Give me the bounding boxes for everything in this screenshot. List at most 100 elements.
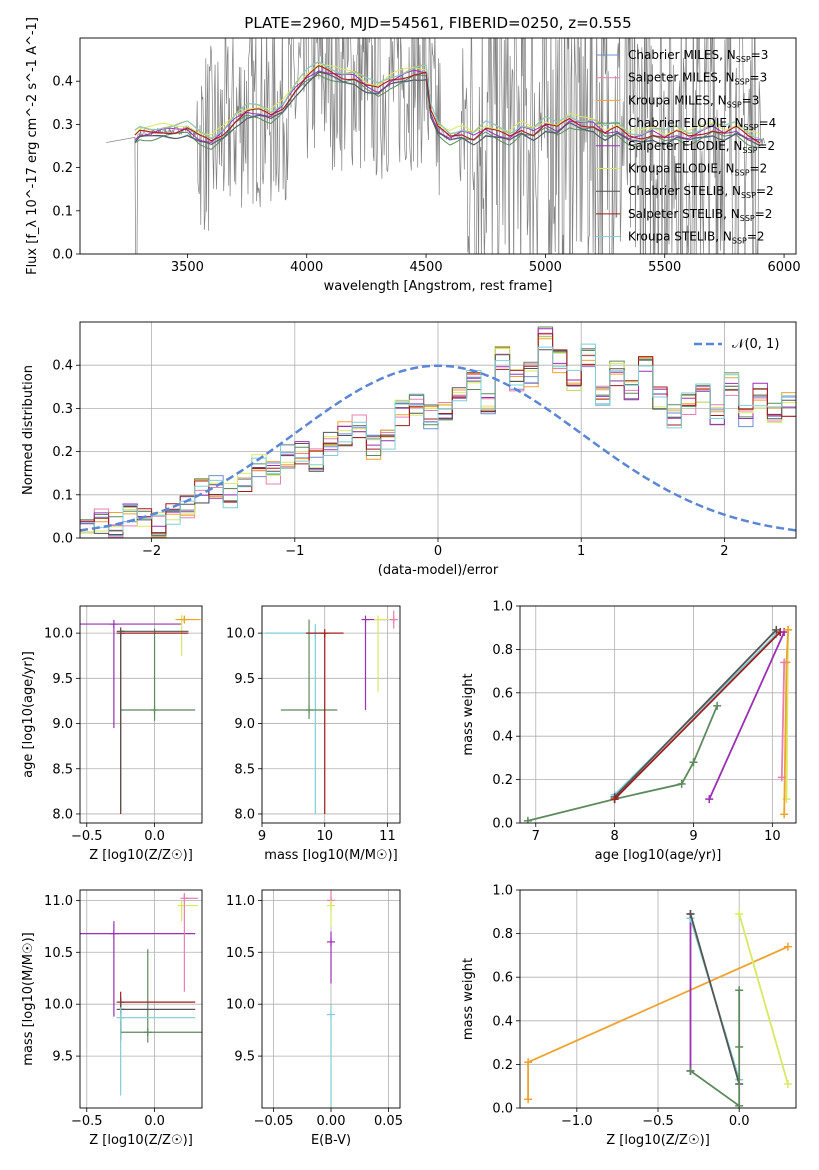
tick-label-y: 0.0 <box>52 532 73 547</box>
histogram-kroupa-stelib <box>80 343 796 532</box>
tick-label-x: 4500 <box>410 260 443 275</box>
tick-label-x: 11 <box>379 829 396 844</box>
legend-text: Kroupa MILES, N <box>628 93 727 107</box>
series-kroupa-elodie <box>738 913 789 1085</box>
tick-label-x: −1 <box>285 544 304 559</box>
legend-sub: SSP <box>741 191 756 200</box>
tick-label-y: 0.4 <box>492 730 513 745</box>
legend-text: Kroupa STELIB, N <box>628 230 732 244</box>
panel-spectrum: 3500 4000 4500 5000 5500 6000 0.0 0.1 0.2 0.3 0.4 w… <box>25 17 801 294</box>
tick-label-x: 1 <box>577 544 585 559</box>
legend-sub: SSP <box>736 55 751 64</box>
legend-sub: SSP <box>735 78 750 87</box>
tick-label-y: 8.0 <box>234 807 255 822</box>
tick-label-x: −0.5 <box>642 1114 674 1129</box>
x-axis-label: wavelength [Angstrom, rest frame] <box>324 279 553 294</box>
legend-label: Salpeter ELODIE, NSSP=2 <box>628 139 775 155</box>
legend-sub: SSP <box>732 237 747 246</box>
legend-label: Salpeter STELIB, NSSP=2 <box>628 207 772 223</box>
tick-label-x: 0.0 <box>729 1114 750 1129</box>
tick-label-x: −0.5 <box>71 829 103 844</box>
tick-label-x: 0 <box>434 544 442 559</box>
legend-label: Kroupa MILES, NSSP=3 <box>628 93 759 109</box>
tick-label-y: 0.1 <box>52 488 73 503</box>
y-axis-label: age [log10(age/yr)] <box>21 651 36 778</box>
x-axis-label: E(B-V) <box>311 1133 351 1148</box>
tick-label-y: 11.0 <box>44 894 73 909</box>
model-spectrum-chabrier-elodie <box>134 74 761 150</box>
legend-label: Salpeter MILES, NSSP=3 <box>628 71 767 87</box>
panel-residuals: −2 −1 0 1 2 0.0 0.1 0.2 0.3 0.4 (data-model)/error… <box>21 321 797 578</box>
plot-area <box>524 909 792 1108</box>
tick-label-y: 0.0 <box>492 817 513 832</box>
series-salpeter-stelib <box>613 631 781 800</box>
plot-area <box>265 610 398 814</box>
tick-label-x: 6000 <box>768 260 801 275</box>
plot-area <box>80 326 796 538</box>
tick-label-y: 9.5 <box>52 1050 73 1065</box>
legend-sub: SSP <box>742 146 757 155</box>
model-spectrum-salpeter-stelib <box>134 65 761 144</box>
tick-label-x: 0.00 <box>317 1114 346 1129</box>
legend-suffix: =2 <box>757 139 775 153</box>
tick-label-y: 0.0 <box>52 248 73 263</box>
axes-frame <box>261 605 401 824</box>
tick-label-x: 0.0 <box>144 1114 165 1129</box>
observed-spectrum <box>106 38 766 254</box>
legend-text: Chabrier MILES, N <box>628 48 736 62</box>
series-salpeter-miles <box>780 662 786 778</box>
tick-label-x: 10 <box>764 829 781 844</box>
tick-label-x: 10 <box>316 829 333 844</box>
legend-sub: SSP <box>727 100 742 109</box>
tick-label-x: 0.05 <box>374 1114 403 1129</box>
tick-label-y: 10.0 <box>44 998 73 1013</box>
tick-label-y: 10.0 <box>226 627 255 642</box>
y-axis-label: mass weight <box>461 958 476 1040</box>
x-axis-label: Z [log10(Z/Z☉)] <box>89 1133 193 1148</box>
legend-suffix: =3 <box>751 48 769 62</box>
legend-sub: SSP <box>744 123 759 132</box>
legend-label: 𝒩(0, 1) <box>732 337 779 352</box>
tick-label-x: 4000 <box>290 260 323 275</box>
y-axis-label: Flux [f_λ 10^-17 erg cm^-2 s^-1 A^-1] <box>25 17 40 275</box>
legend-suffix: =3 <box>742 93 760 107</box>
tick-label-y: 0.8 <box>492 643 513 658</box>
y-axis-label: mass weight <box>461 673 476 755</box>
legend-text: Kroupa ELODIE, N <box>628 162 735 176</box>
tick-label-x: −0.5 <box>71 1114 103 1129</box>
plot-area <box>327 890 335 1108</box>
legend-label: Kroupa STELIB, NSSP=2 <box>628 230 765 246</box>
tick-label-x: 9 <box>258 829 266 844</box>
legend-label: Chabrier MILES, NSSP=3 <box>628 48 768 64</box>
tick-label-y: 0.2 <box>492 1058 513 1073</box>
legend-text: Salpeter MILES, N <box>628 71 735 85</box>
model-spectrum-salpeter-elodie <box>134 69 761 143</box>
tick-label-y: 0.6 <box>492 971 513 986</box>
tick-label-x: 9 <box>689 829 697 844</box>
x-axis-label: Z [log10(Z/Z☉)] <box>606 1133 710 1148</box>
model-spectrum-kroupa-stelib <box>134 60 761 140</box>
panel-age-vs-Z: −0.5 0.0 8.0 8.5 9.0 9.5 10.0 Z [log10(Z/Z☉)] ag… <box>21 605 203 863</box>
tick-label-y: 10.0 <box>226 998 255 1013</box>
tick-label-y: 0.6 <box>492 686 513 701</box>
tick-label-y: 9.5 <box>234 672 255 687</box>
legend-text: Salpeter ELODIE, N <box>628 139 742 153</box>
plot-area <box>106 38 766 254</box>
tick-label-x: 3500 <box>171 260 204 275</box>
plot-area <box>523 625 793 823</box>
tick-label-y: 0.3 <box>52 402 73 417</box>
axes-frame <box>79 605 203 824</box>
series-chabrier-elodie <box>689 990 741 1108</box>
legend-text: Chabrier ELODIE, N <box>628 116 744 130</box>
axes-frame <box>79 37 797 255</box>
axes-frame <box>79 889 203 1109</box>
tick-label-x: 2 <box>720 544 728 559</box>
tick-label-y: 0.2 <box>492 773 513 788</box>
x-axis-label: age [log10(age/yr)] <box>595 848 722 863</box>
tick-label-y: 0.0 <box>492 1102 513 1117</box>
series-kroupa-elodie <box>785 629 789 800</box>
tick-label-y: 0.4 <box>492 1014 513 1029</box>
legend-label: Kroupa ELODIE, NSSP=2 <box>628 162 767 178</box>
tick-label-y: 9.0 <box>234 717 255 732</box>
y-axis-label: Normed distribution <box>21 365 36 495</box>
